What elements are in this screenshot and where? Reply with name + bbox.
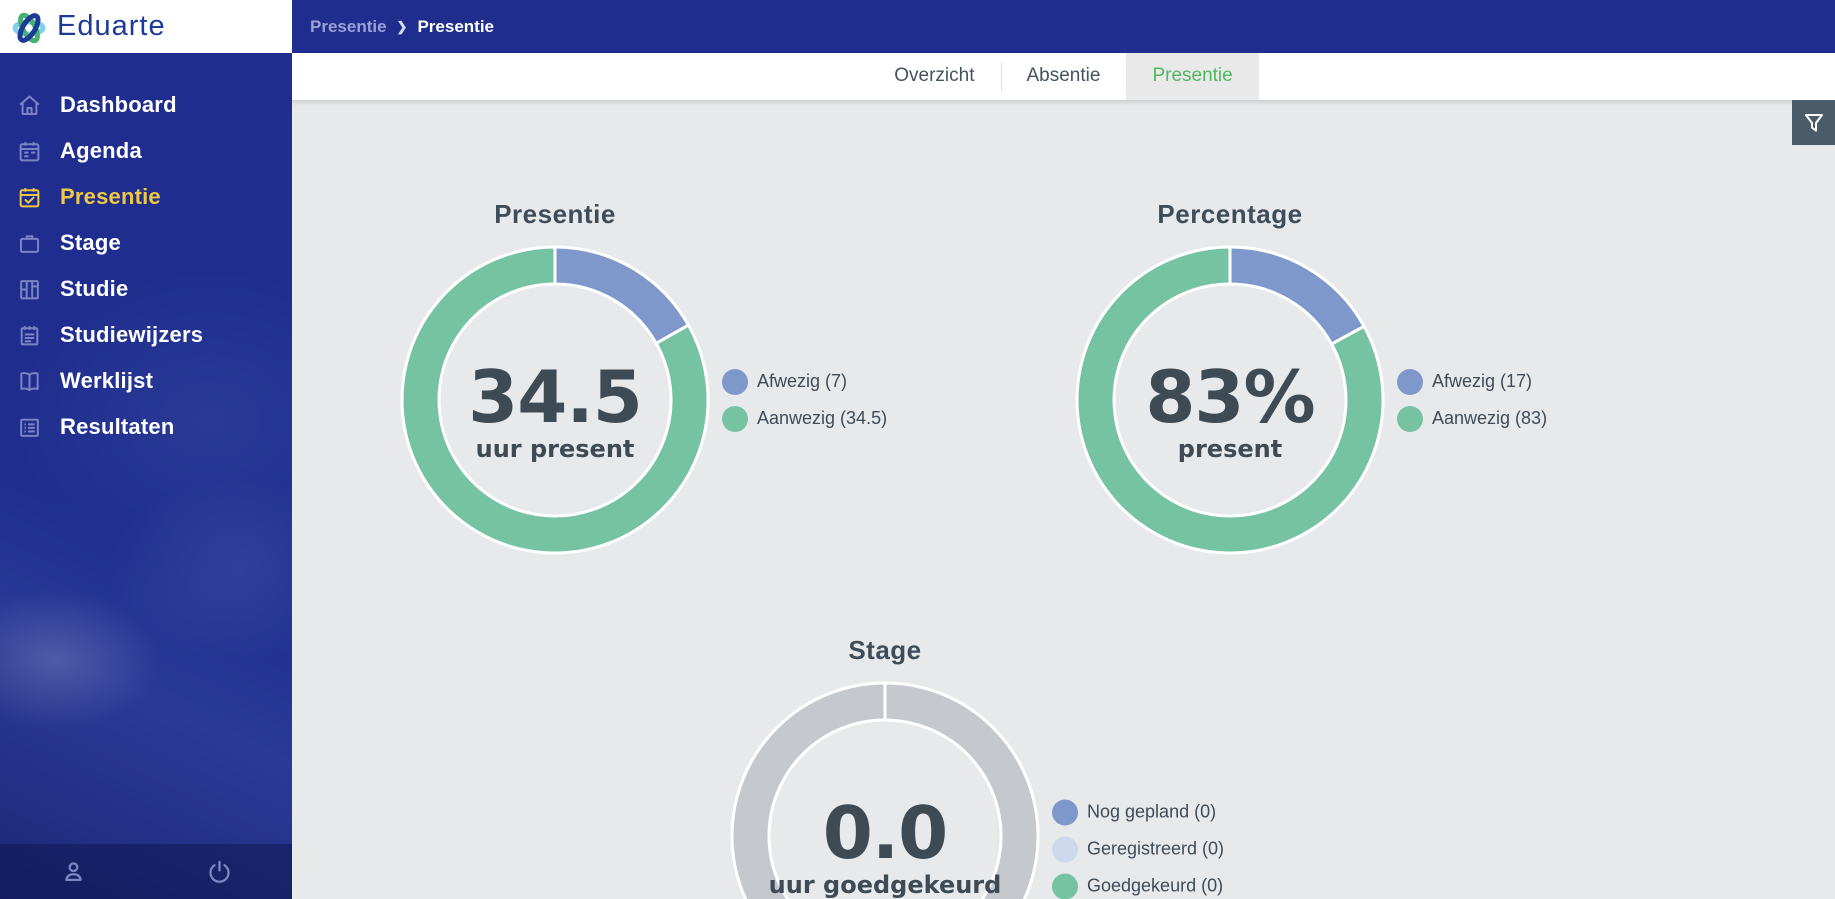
donut-stage[interactable] (715, 666, 1055, 899)
legend-item[interactable]: Aanwezig (34.5) (722, 400, 887, 437)
legend-swatch (722, 405, 748, 432)
sidebar-item-resultaten[interactable]: Resultaten (0, 404, 292, 450)
eduarte-logo-icon (12, 12, 46, 43)
calendar-icon (14, 138, 44, 164)
legend-item[interactable]: Afwezig (17) (1397, 363, 1547, 400)
legend-label: Afwezig (17) (1432, 371, 1533, 391)
sidebar-item-stage[interactable]: Stage (0, 220, 292, 266)
donut-presentie[interactable] (385, 230, 725, 570)
chart-legend: Afwezig (17) Aanwezig (83) (1397, 363, 1547, 437)
tab-absentie[interactable]: Absentie (1000, 53, 1127, 100)
chart-title: Percentage (1157, 199, 1303, 229)
donut-percentage[interactable] (1060, 230, 1400, 570)
legend-swatch (722, 368, 748, 395)
sidebar-item-dashboard[interactable]: Dashboard (0, 82, 292, 128)
power-icon (208, 860, 230, 883)
legend-label: Aanwezig (34.5) (757, 408, 888, 428)
legend-swatch (1397, 405, 1423, 432)
filter-icon (1804, 113, 1823, 132)
home-icon (14, 92, 44, 118)
legend-swatch (1052, 836, 1078, 862)
chart-title: Stage (848, 635, 922, 665)
open-book-icon (14, 368, 44, 394)
tab-bar: Overzicht Absentie Presentie (292, 53, 1835, 100)
sidebar-item-agenda[interactable]: Agenda (0, 128, 292, 174)
legend-label: Goedgekeurd (0) (1087, 875, 1224, 896)
legend-swatch (1397, 368, 1423, 395)
tab-presentie[interactable]: Presentie (1126, 53, 1259, 100)
chart-title: Presentie (494, 199, 616, 229)
user-icon (64, 862, 82, 881)
brand-name: Eduarte (57, 10, 166, 42)
tab-overzicht[interactable]: Overzicht (894, 65, 975, 86)
briefcase-icon (14, 230, 44, 256)
filter-button[interactable] (1792, 100, 1835, 145)
legend-item[interactable]: Afwezig (7) (722, 363, 887, 400)
bookshelf-icon (14, 276, 44, 302)
logo[interactable]: Eduarte (0, 0, 292, 53)
legend-label: Nog gepland (0) (1087, 801, 1217, 822)
list-icon (14, 414, 44, 440)
center-label: uur goedgekeurd (768, 871, 1002, 899)
sidebar-menu: Dashboard Agenda Presentie Stage Studie (0, 82, 292, 450)
legend-item[interactable]: Geregistreerd (0) (1052, 831, 1224, 868)
legend-label: Geregistreerd (0) (1087, 838, 1225, 859)
legend-label: Aanwezig (83) (1432, 408, 1548, 428)
logout-button[interactable] (146, 858, 292, 885)
center-value: 0.0 (822, 791, 949, 875)
center-label: uur present (475, 435, 635, 463)
notebook-icon (14, 322, 44, 348)
legend-swatch (1052, 799, 1078, 825)
breadcrumb-bar: Presentie ❯ Presentie (292, 0, 1835, 53)
sidebar-item-studie[interactable]: Studie (0, 266, 292, 312)
chart-legend: Afwezig (7) Aanwezig (34.5) (722, 363, 887, 437)
user-button[interactable] (0, 858, 146, 885)
sidebar-item-studiewijzers[interactable]: Studiewijzers (0, 312, 292, 358)
breadcrumb-separator-icon: ❯ (396, 18, 408, 34)
calendar-check-icon (14, 184, 44, 210)
breadcrumb-current: Presentie (417, 16, 494, 36)
legend-item[interactable]: Goedgekeurd (0) (1052, 868, 1224, 899)
sidebar: Eduarte Dashboard Agenda Presentie Stage (0, 0, 292, 899)
main-content: Presentie 34.5 uur present Afwezig (7) A… (292, 100, 1835, 899)
center-label: present (1177, 435, 1283, 463)
chart-stage: Stage 0.0 uur goedgekeurd Nog gepland (0… (715, 635, 1224, 899)
sidebar-item-presentie[interactable]: Presentie (0, 174, 292, 220)
sidebar-footer (0, 844, 292, 899)
chart-percentage: Percentage 83% present Afwezig (17) Aanw… (1060, 199, 1547, 570)
chart-presentie: Presentie 34.5 uur present Afwezig (7) A… (385, 199, 887, 570)
center-value: 34.5 (468, 355, 643, 439)
chart-legend: Nog gepland (0) Geregistreerd (0) Goedge… (1052, 794, 1224, 899)
legend-item[interactable]: Nog gepland (0) (1052, 794, 1224, 831)
legend-swatch (1052, 873, 1078, 899)
breadcrumb-parent[interactable]: Presentie (310, 16, 387, 36)
center-value: 83% (1145, 355, 1315, 439)
legend-item[interactable]: Aanwezig (83) (1397, 400, 1547, 437)
legend-label: Afwezig (7) (757, 371, 848, 391)
sidebar-item-werklijst[interactable]: Werklijst (0, 358, 292, 404)
